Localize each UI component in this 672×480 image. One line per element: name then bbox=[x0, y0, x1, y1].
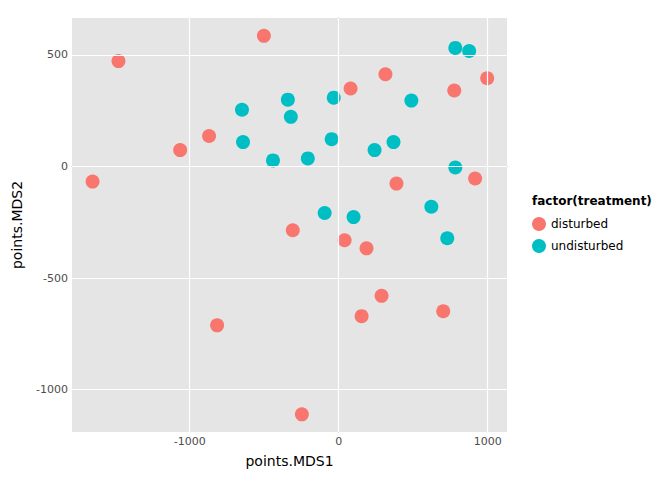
svg-text:500: 500 bbox=[47, 48, 68, 61]
svg-text:0: 0 bbox=[335, 435, 342, 448]
svg-text:points.MDS1: points.MDS1 bbox=[245, 453, 333, 469]
svg-text:factor(treatment): factor(treatment) bbox=[532, 194, 652, 208]
svg-text:-1000: -1000 bbox=[36, 383, 68, 396]
svg-text:disturbed: disturbed bbox=[551, 217, 608, 231]
svg-text:points.MDS2: points.MDS2 bbox=[9, 181, 25, 269]
svg-text:-500: -500 bbox=[43, 272, 68, 285]
svg-text:1000: 1000 bbox=[474, 435, 502, 448]
svg-text:undisturbed: undisturbed bbox=[551, 239, 623, 253]
svg-text:-1000: -1000 bbox=[174, 435, 206, 448]
svg-text:0: 0 bbox=[61, 160, 68, 173]
